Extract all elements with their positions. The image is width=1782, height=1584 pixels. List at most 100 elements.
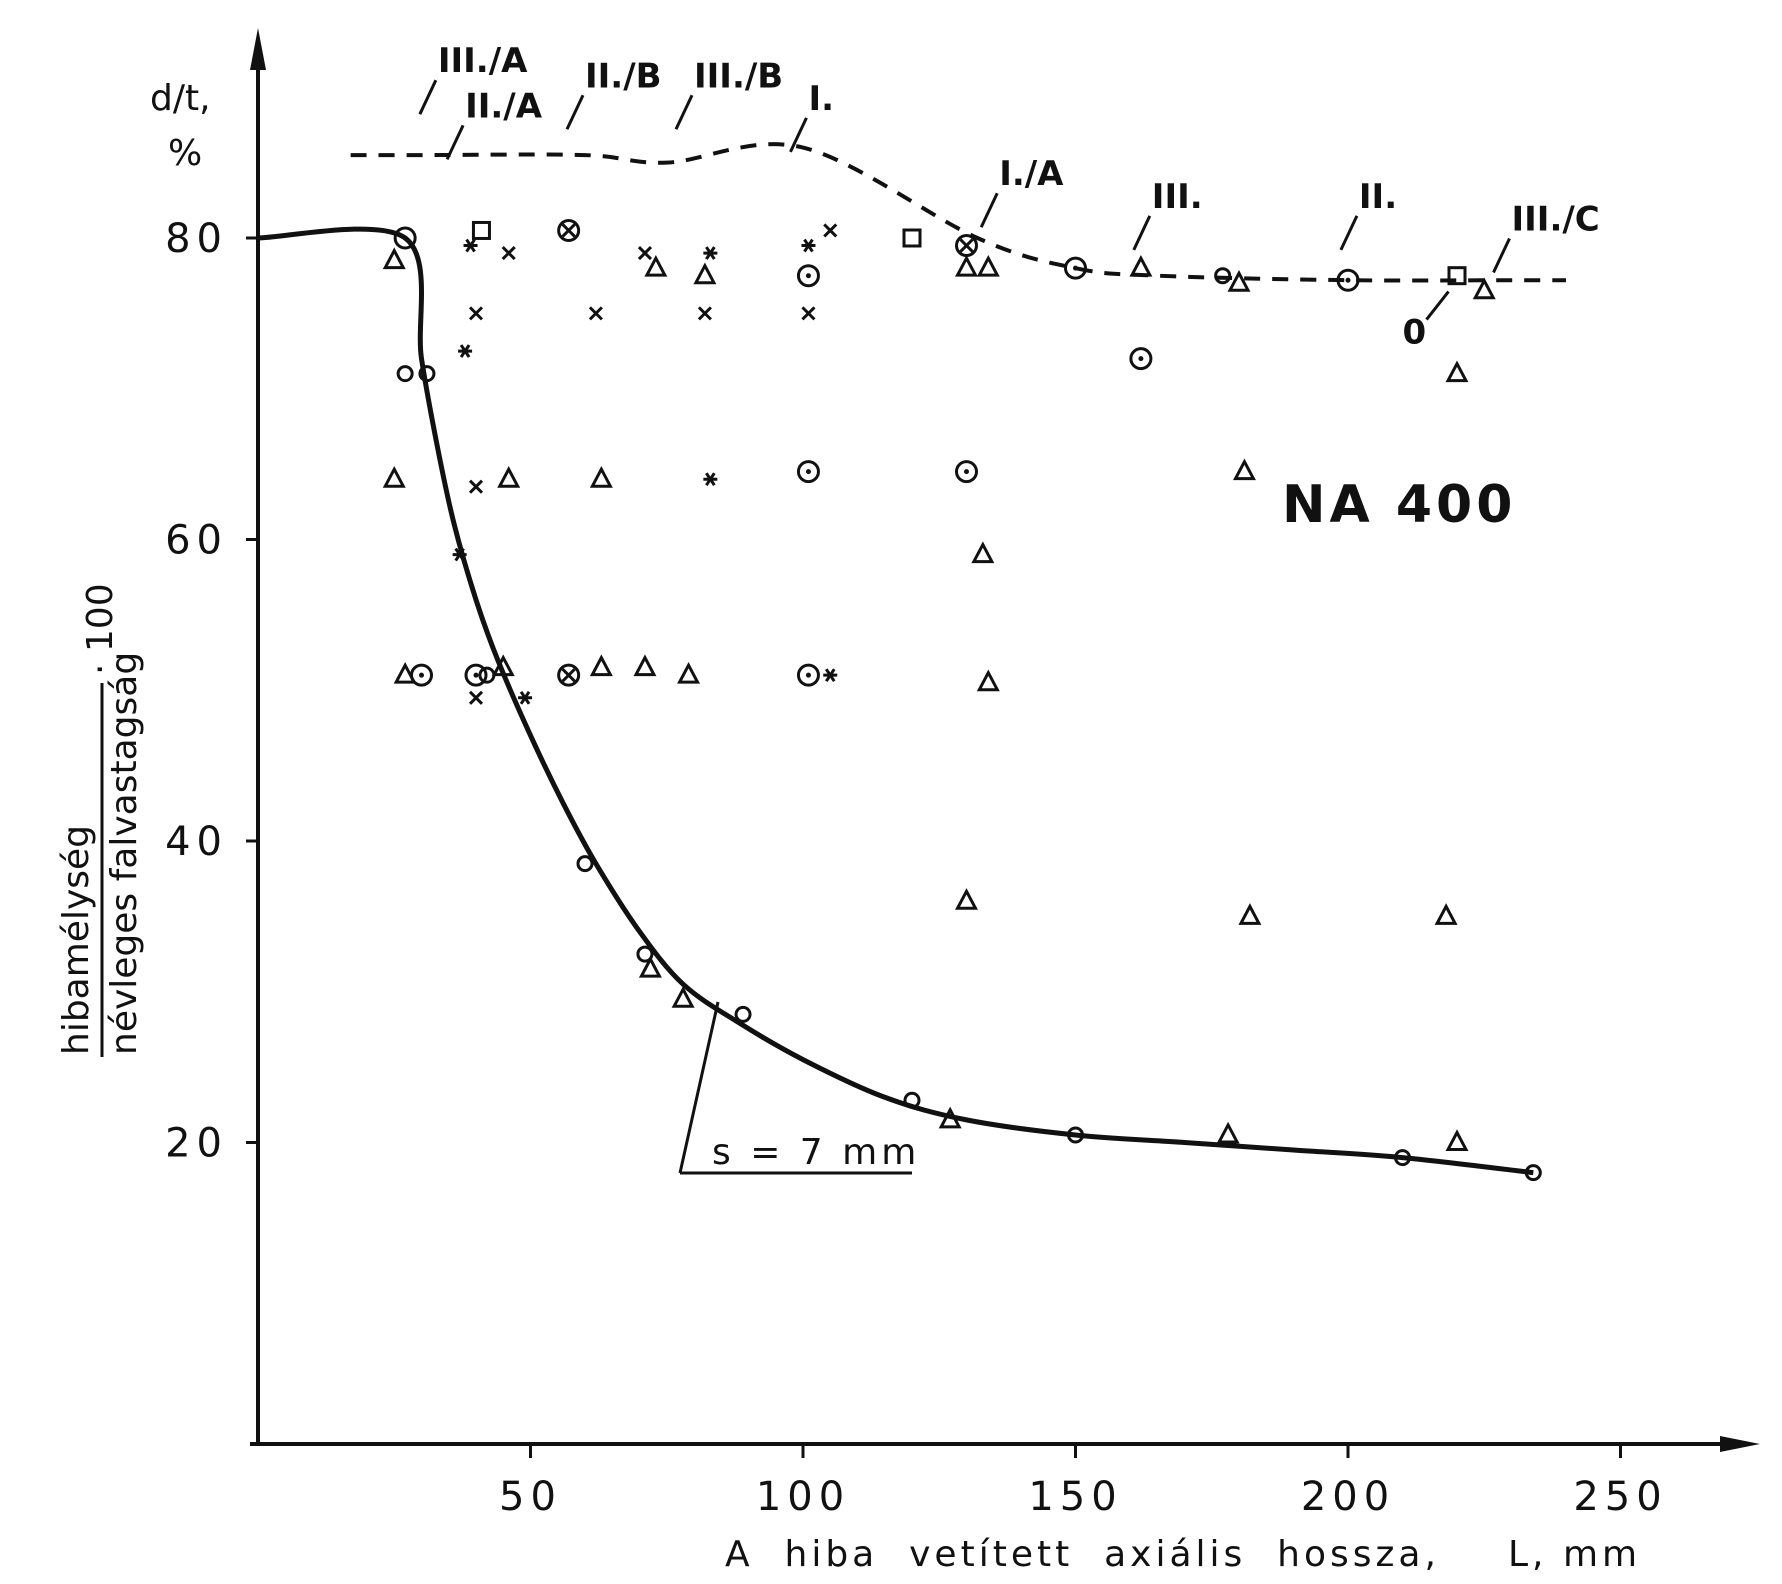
- y-axis-denominator: névleges falvastagság: [104, 652, 145, 1055]
- solid-series-line: [257, 226, 1534, 1176]
- point-circle-mark: [796, 663, 820, 687]
- point-triangle-mark: [971, 541, 995, 564]
- axes: [250, 28, 1760, 1452]
- point-cross-mark: [561, 223, 576, 238]
- point-triangle-mark: [976, 254, 1000, 277]
- data-point-o: [903, 1091, 921, 1109]
- label-group: III./A II./A II./B III./B I. I./A III. II. III./…: [418, 41, 1600, 353]
- y-axis-fraction-label: hibamélység névleges falvastagság · 100: [56, 583, 145, 1057]
- y-tick-label: 80: [165, 216, 228, 262]
- point-triangle-mark: [382, 465, 406, 488]
- data-point-oc: [410, 663, 433, 687]
- class-label-leader: [1425, 290, 1450, 321]
- y-axis-top-label: d/t,: [150, 78, 211, 119]
- point-square-mark: [902, 228, 922, 248]
- data-point-x: [468, 306, 484, 321]
- point-circle-mark: [576, 855, 594, 873]
- data-point-oc: [1336, 268, 1360, 292]
- data-point-tri: [971, 541, 995, 564]
- data-point-tri: [955, 888, 978, 910]
- data-point-tri: [589, 654, 613, 677]
- point-center-dot: [1073, 265, 1078, 271]
- point-x-mark: [468, 306, 484, 321]
- marker-group: [382, 218, 1542, 1182]
- data-point-ast: [703, 246, 718, 260]
- y-axis-arrow-icon: [250, 28, 266, 70]
- point-triangle-mark: [393, 661, 417, 684]
- class-label: 0: [1403, 313, 1427, 353]
- class-label: III.: [1152, 177, 1203, 217]
- data-point-o: [1214, 267, 1232, 285]
- class-label: I./A: [999, 154, 1064, 194]
- data-point-oc: [796, 663, 820, 687]
- class-label-leader: [979, 192, 999, 228]
- data-point-tri: [382, 465, 406, 488]
- point-center-dot: [964, 469, 969, 475]
- data-point-tri: [638, 955, 662, 978]
- y-tick-label: 20: [165, 1121, 228, 1167]
- class-label-leader: [1132, 215, 1152, 251]
- data-point-x: [801, 306, 816, 321]
- y-tick-label: 60: [165, 518, 228, 564]
- point-circle-mark: [557, 663, 581, 687]
- point-circle-mark: [1064, 256, 1087, 280]
- point-asterisk-mark: [703, 246, 718, 260]
- point-triangle-mark: [491, 654, 515, 677]
- point-circle-mark: [410, 663, 433, 687]
- data-point-oc: [464, 663, 488, 687]
- data-point-o: [396, 365, 414, 383]
- point-center-dot: [473, 672, 479, 678]
- data-point-sq: [471, 220, 491, 240]
- data-point-oc: [955, 460, 978, 484]
- point-asterisk-mark: [518, 690, 533, 705]
- data-point-tri: [955, 254, 978, 277]
- point-circle-mark: [393, 226, 417, 250]
- point-circle-mark: [903, 1091, 921, 1109]
- curve-label-group: s = 7 mm: [678, 1001, 916, 1175]
- point-square-mark: [1447, 266, 1467, 286]
- y-axis-factor: · 100: [80, 583, 121, 675]
- class-label: III./A: [438, 41, 528, 81]
- point-triangle-mark: [382, 247, 406, 270]
- class-label-leader: [445, 124, 465, 161]
- x-axis-arrow-icon: [1720, 1436, 1760, 1452]
- point-circle-mark: [418, 365, 436, 383]
- data-point-tri: [589, 465, 613, 488]
- class-label-leader: [1339, 215, 1359, 251]
- data-point-tri: [644, 254, 668, 277]
- point-asterisk-mark: [801, 238, 816, 253]
- point-triangle-mark: [671, 986, 695, 1008]
- point-x-mark: [588, 306, 603, 321]
- data-point-ox: [557, 663, 581, 687]
- data-point-ast: [458, 344, 473, 358]
- x-tick-label: 150: [1028, 1474, 1122, 1520]
- point-triangle-mark: [955, 254, 978, 277]
- data-point-tri: [1238, 903, 1262, 925]
- class-label-leader: [789, 117, 808, 153]
- data-point-tri: [671, 986, 695, 1008]
- point-center-dot: [805, 273, 811, 279]
- point-circle-mark: [734, 1005, 752, 1023]
- data-point-ast: [452, 547, 467, 562]
- tick-group: 50 100 150 200 250 20 40 60 80: [165, 216, 1662, 1520]
- data-point-tri: [1472, 277, 1496, 300]
- point-x-mark: [637, 246, 653, 261]
- point-circle-mark: [955, 460, 978, 484]
- data-point-oc: [1064, 256, 1087, 280]
- data-point-tri: [693, 262, 717, 285]
- data-point-x: [637, 246, 653, 261]
- y-axis-unit: %: [168, 133, 202, 174]
- point-triangle-mark: [1445, 360, 1469, 383]
- point-x-mark: [801, 306, 816, 321]
- point-triangle-mark: [1129, 254, 1153, 277]
- x-axis-title: A hiba vetített axiális hossza,: [725, 1534, 1440, 1575]
- point-triangle-mark: [1232, 458, 1256, 481]
- point-x-mark: [823, 223, 838, 238]
- class-label: III./C: [1512, 199, 1600, 239]
- data-point-tri: [1445, 360, 1469, 383]
- point-triangle-mark: [1445, 1129, 1469, 1151]
- point-triangle-mark: [1472, 277, 1496, 300]
- data-point-tri: [1434, 903, 1458, 925]
- point-circle-mark: [1067, 1126, 1084, 1144]
- point-triangle-mark: [677, 661, 701, 684]
